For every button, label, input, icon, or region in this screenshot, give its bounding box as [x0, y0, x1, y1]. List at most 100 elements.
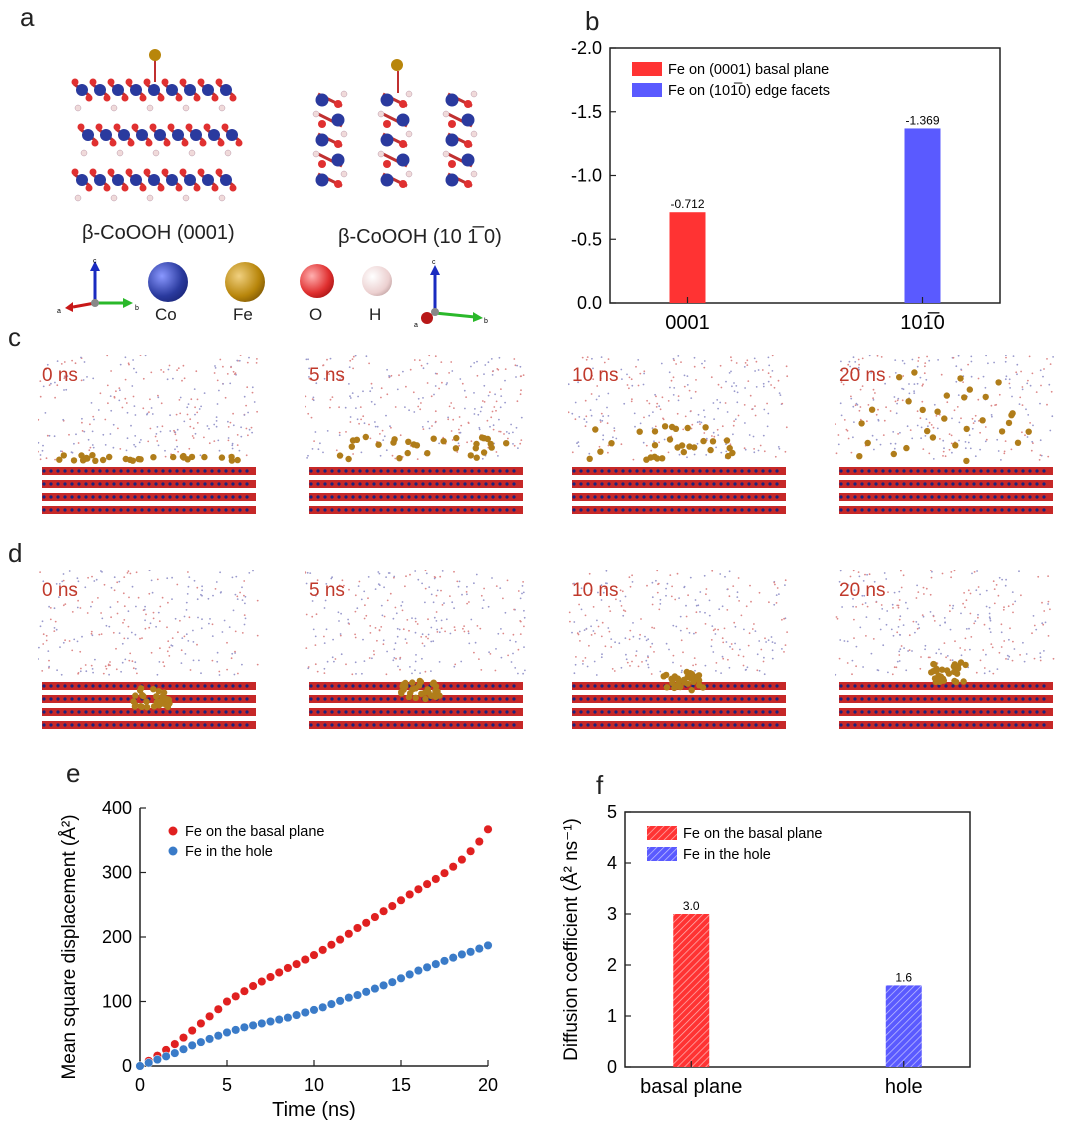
o-atom — [334, 180, 342, 188]
data-point-0 — [257, 976, 267, 987]
fe-atom — [155, 688, 162, 695]
fe-atom — [82, 455, 89, 462]
h-atom — [182, 104, 190, 112]
fe-atom — [349, 437, 357, 444]
data-point-0 — [205, 1011, 215, 1021]
o-atom — [334, 140, 342, 148]
fe-atom — [180, 452, 187, 460]
panel-d-letter: d — [8, 538, 23, 568]
data-point-0 — [222, 996, 232, 1007]
caption-0001: β-CoOOH (0001) — [82, 222, 235, 244]
fe-atom — [674, 683, 682, 690]
co-atom — [184, 174, 196, 186]
o-label: O — [309, 305, 323, 324]
co-atom — [166, 84, 178, 96]
h-atom — [152, 149, 160, 157]
fe-atom — [687, 670, 694, 677]
bar-value-label: -0.712 — [670, 197, 704, 211]
fe-atom — [963, 425, 970, 433]
o-atom — [399, 100, 407, 108]
co-atom — [172, 129, 184, 141]
fe-atom — [60, 452, 67, 459]
o-atom — [121, 184, 129, 192]
fe-atom — [890, 450, 897, 458]
fe-atom — [962, 661, 969, 669]
fe-atom — [961, 394, 968, 401]
co-atom — [154, 129, 166, 141]
fe-atom — [941, 415, 948, 422]
data-point-0 — [483, 824, 493, 834]
fe-atom — [966, 386, 973, 393]
o-atom — [185, 123, 193, 131]
data-point-0 — [170, 1039, 180, 1049]
h-atom — [340, 130, 348, 138]
fe-atom — [396, 455, 403, 462]
co-atom — [445, 173, 459, 187]
fe-atom — [707, 446, 714, 454]
y-tick-label: -1.5 — [571, 102, 602, 122]
data-point-1 — [222, 1027, 232, 1038]
o-atom — [71, 168, 79, 176]
co-atom — [380, 173, 394, 187]
o-atom — [383, 120, 391, 128]
data-point-0 — [370, 912, 380, 922]
fe-atom — [345, 455, 352, 463]
h-atom — [218, 104, 226, 112]
o-atom — [157, 94, 165, 102]
fe-atom — [684, 424, 691, 432]
data-point-0 — [178, 1033, 189, 1043]
co-atom — [315, 93, 329, 107]
co-atom — [208, 129, 220, 141]
data-point-1 — [370, 984, 380, 994]
md-snapshot-d-0 — [38, 570, 259, 729]
fe-label: Fe — [233, 305, 253, 324]
data-point-1 — [439, 956, 450, 966]
x-axis-title: Time (ns) — [272, 1099, 356, 1120]
fe-atom — [868, 406, 876, 413]
fe-atom — [608, 440, 615, 447]
fe-atom — [690, 678, 697, 685]
fe-atom — [963, 457, 970, 465]
data-point-1 — [239, 1022, 249, 1032]
co-atom-icon — [148, 262, 188, 302]
co-atom — [445, 133, 459, 147]
data-point-0 — [300, 955, 310, 965]
y-tick-label: -1.0 — [571, 166, 602, 186]
fe-atom — [143, 704, 151, 711]
o-atom — [107, 168, 115, 176]
fe-atom — [723, 437, 731, 444]
y-tick-label: -2.0 — [571, 38, 602, 58]
legend-swatch — [632, 83, 662, 97]
fe-atom — [473, 454, 480, 461]
diffusion-coefficient-chart: 0 1 2 3 4 5 3.0 basal plane 1.6 hole Diffusion coe… — [561, 802, 971, 1098]
o-atom — [179, 168, 187, 176]
co-atom — [315, 133, 329, 147]
fe-atom — [143, 698, 150, 705]
fe-atom — [201, 453, 208, 461]
md-snapshot-c-1 — [305, 355, 525, 514]
fe-atom — [150, 686, 157, 693]
co-label: Co — [155, 305, 177, 324]
h-atom — [405, 90, 413, 98]
data-point-1 — [213, 1031, 223, 1041]
fe-atom — [681, 679, 688, 686]
fe-atom — [1009, 410, 1016, 417]
y-tick-label: 0 — [122, 1056, 132, 1076]
fe-atom — [150, 454, 157, 461]
legend-label: Fe on (0001) basal plane — [668, 62, 829, 78]
o-atom — [181, 139, 189, 147]
fe-atom — [405, 693, 413, 701]
time-label-c-3: 20 ns — [839, 365, 886, 386]
legend-marker — [168, 846, 178, 856]
fe-atom — [430, 435, 437, 442]
o-atom — [85, 184, 93, 192]
fe-atom — [218, 454, 226, 461]
bar-1 — [904, 128, 941, 303]
time-label-c-2: 10 ns — [572, 365, 619, 386]
data-point-0 — [239, 986, 249, 996]
fe-atom — [488, 444, 495, 451]
fe-atom — [424, 450, 431, 457]
data-point-1 — [265, 1016, 276, 1027]
fe-atom — [856, 453, 863, 460]
fe-atom — [132, 692, 139, 699]
